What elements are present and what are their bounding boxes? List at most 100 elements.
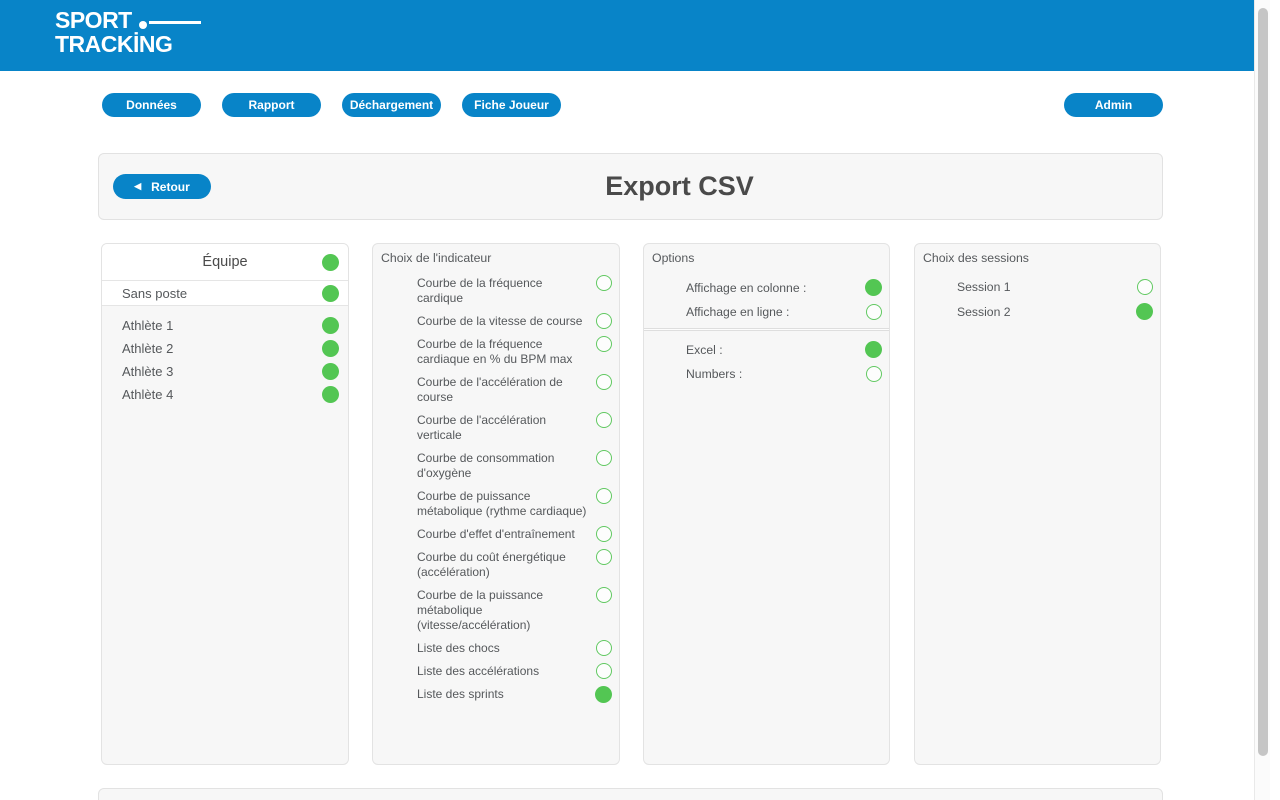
selection-circle[interactable] — [596, 663, 612, 679]
athlete-row[interactable]: Athlète 2 — [102, 337, 348, 360]
logo-text-sport: SPORT — [55, 7, 132, 33]
selection-circle[interactable] — [596, 450, 612, 466]
indicator-label: Courbe de la fréquence cardique — [417, 276, 543, 305]
session-row[interactable]: Session 2 — [957, 303, 1153, 320]
indicator-item[interactable]: Courbe de la vitesse de course — [417, 313, 612, 329]
indicator-item[interactable]: Liste des sprints — [417, 686, 612, 703]
athlete-row[interactable]: Athlète 1 — [102, 314, 348, 337]
indicator-item[interactable]: Courbe de la fréquence cardique — [417, 275, 612, 306]
ball-trail-icon — [138, 18, 201, 29]
selection-circle[interactable] — [322, 317, 339, 334]
team-selection-circle[interactable] — [322, 254, 339, 271]
selection-circle[interactable] — [865, 341, 882, 358]
option-row[interactable]: Excel : — [686, 341, 882, 358]
option-label: Affichage en colonne : — [686, 280, 807, 295]
indicator-label: Courbe d'effet d'entraînement — [417, 527, 575, 541]
session-row[interactable]: Session 1 — [957, 279, 1153, 295]
indicator-item[interactable]: Courbe de puissance métabolique (rythme … — [417, 488, 612, 519]
nav-button-label: Rapport — [248, 98, 295, 112]
selection-circle[interactable] — [596, 313, 612, 329]
sport-tracking-logo: SPORT TRACKİNG — [55, 8, 201, 56]
selection-circle[interactable] — [866, 366, 882, 382]
team-panel: Équipe Sans poste Athlète 1 Athlète 2 — [101, 243, 349, 765]
indicator-item[interactable]: Courbe de consommation d'oxygène — [417, 450, 612, 481]
selection-circle[interactable] — [596, 549, 612, 565]
option-label: Affichage en ligne : — [686, 305, 790, 319]
indicator-panel: Choix de l'indicateur Courbe de la fréqu… — [372, 243, 620, 765]
scrollbar-thumb[interactable] — [1258, 8, 1268, 756]
admin-button-label: Admin — [1094, 98, 1133, 112]
athlete-row[interactable]: Athlète 4 — [102, 383, 348, 406]
selection-circle[interactable] — [596, 526, 612, 542]
athlete-label: Athlète 1 — [122, 318, 174, 333]
indicator-label: Liste des sprints — [417, 687, 504, 701]
indicator-item[interactable]: Liste des accélérations — [417, 663, 612, 679]
selection-circle[interactable] — [596, 374, 612, 390]
nav-button[interactable]: Fiche Joueur — [462, 93, 561, 117]
indicator-item[interactable]: Courbe de la puissance métabolique (vite… — [417, 587, 612, 633]
selection-circle[interactable] — [596, 640, 612, 656]
back-button[interactable]: ◀ Retour — [113, 174, 211, 199]
selection-circle[interactable] — [322, 363, 339, 380]
indicator-label: Courbe de consommation d'oxygène — [417, 451, 555, 480]
option-row[interactable]: Affichage en ligne : — [686, 304, 882, 320]
app-header: SPORT TRACKİNG — [0, 0, 1254, 71]
no-position-label: Sans poste — [122, 285, 188, 301]
option-row[interactable]: Affichage en colonne : — [686, 279, 882, 296]
selection-circle[interactable] — [596, 488, 612, 504]
sessions-panel: Choix des sessions Session 1 Session 2 — [914, 243, 1161, 765]
selection-circle[interactable] — [596, 587, 612, 603]
selection-circle[interactable] — [322, 284, 339, 302]
indicator-label: Liste des chocs — [417, 641, 500, 655]
selection-circle[interactable] — [1136, 303, 1153, 320]
indicator-item[interactable]: Courbe de l'accélération verticale — [417, 412, 612, 443]
indicator-item[interactable]: Courbe d'effet d'entraînement — [417, 526, 612, 542]
session-list: Session 1 Session 2 — [957, 279, 1153, 320]
team-header-row[interactable]: Équipe — [102, 244, 348, 281]
selection-circle[interactable] — [866, 304, 882, 320]
athlete-row[interactable]: Athlète 3 — [102, 360, 348, 383]
title-bar: ◀ Retour Export CSV — [98, 153, 1163, 220]
session-label: Session 1 — [957, 280, 1011, 294]
indicator-panel-title: Choix de l'indicateur — [381, 251, 492, 265]
admin-button[interactable]: Admin — [1064, 93, 1163, 117]
indicator-item[interactable]: Courbe du coût énergétique (accélération… — [417, 549, 612, 580]
selection-circle[interactable] — [596, 336, 612, 352]
athlete-label: Athlète 4 — [122, 387, 174, 402]
selection-circle[interactable] — [322, 386, 339, 403]
indicator-label: Courbe de la puissance métabolique (vite… — [417, 588, 544, 632]
display-options-group: Affichage en colonne : Affichage en lign… — [686, 279, 882, 320]
indicator-item[interactable]: Liste des chocs — [417, 640, 612, 656]
indicator-label: Courbe de la vitesse de course — [417, 314, 583, 328]
indicator-label: Courbe de la fréquence cardiaque en % du… — [417, 337, 573, 366]
selection-circle[interactable] — [595, 686, 612, 703]
format-options-group: Excel : Numbers : — [686, 341, 882, 382]
nav-button[interactable]: Données — [102, 93, 201, 117]
indicator-label: Courbe de puissance métabolique (rythme … — [417, 489, 587, 518]
option-label: Excel : — [686, 342, 723, 357]
athlete-label: Athlète 2 — [122, 341, 174, 356]
selection-circle[interactable] — [865, 279, 882, 296]
nav-button-label: Déchargement — [349, 98, 434, 112]
selection-circle[interactable] — [322, 340, 339, 357]
option-row[interactable]: Numbers : — [686, 366, 882, 382]
selection-circle[interactable] — [596, 412, 612, 428]
options-panel-title: Options — [652, 251, 695, 265]
no-position-row[interactable]: Sans poste — [102, 281, 348, 306]
indicator-label: Courbe de l'accélération de course — [417, 375, 563, 404]
indicator-list: Courbe de la fréquence cardique Courbe d… — [417, 275, 612, 703]
selection-circle[interactable] — [1137, 279, 1153, 295]
vertical-scrollbar[interactable] — [1254, 0, 1270, 800]
indicator-item[interactable]: Courbe de l'accélération de course — [417, 374, 612, 405]
page-title: Export CSV — [605, 171, 754, 201]
indicator-label: Courbe de l'accélération verticale — [417, 413, 547, 442]
indicator-item[interactable]: Courbe de la fréquence cardiaque en % du… — [417, 336, 612, 367]
main-nav: Données Rapport Déchargement Fiche Joueu… — [102, 93, 561, 117]
nav-button-label: Données — [126, 98, 177, 112]
indicator-label: Courbe du coût énergétique (accélération… — [417, 550, 566, 579]
nav-button[interactable]: Rapport — [222, 93, 321, 117]
selection-circle[interactable] — [596, 275, 612, 291]
option-label: Numbers : — [686, 367, 743, 381]
nav-button[interactable]: Déchargement — [342, 93, 441, 117]
